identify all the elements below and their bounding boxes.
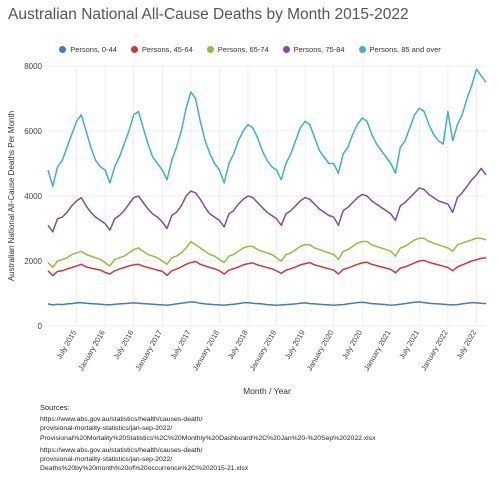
series-line	[47, 301, 487, 306]
legend-item: Persons, 65-74	[206, 45, 269, 54]
x-tick-label: January 2016	[76, 329, 107, 373]
series-line	[47, 237, 487, 269]
legend-label: Persons, 85 and over	[369, 45, 441, 54]
y-tick-label: 8000	[24, 62, 42, 71]
sources-block: Sources: https://www.abs.gov.au/statisti…	[40, 403, 376, 473]
x-tick-label: July 2019	[283, 329, 307, 361]
source-line: provisional-mortality-statistics/jan-sep…	[40, 425, 173, 433]
x-axis-label: Month / Year	[243, 386, 291, 396]
y-tick-label: 4000	[24, 192, 42, 201]
x-tick-label: July 2021	[397, 329, 421, 361]
y-tick-label: 6000	[24, 127, 42, 136]
x-tick-label: January 2019	[248, 329, 279, 373]
legend-marker	[282, 46, 290, 53]
legend-item: Persons, 45-64	[130, 45, 193, 54]
legend-item: Persons, 75-84	[282, 45, 345, 54]
y-tick-label: 0	[38, 322, 43, 331]
x-tick-label: January 2020	[305, 329, 336, 373]
x-tick-label: January 2017	[133, 329, 164, 373]
legend-label: Persons, 0-44	[70, 45, 117, 54]
x-tick-label: January 2022	[419, 329, 450, 373]
source-line: https://www.abs.gov.au/statistics/health…	[40, 416, 203, 424]
legend-marker	[206, 46, 214, 53]
chart-legend: Persons, 0-44 Persons, 45-64 Persons, 65-7…	[0, 45, 500, 54]
y-axis-label: Australian National All-Cause Deaths Per…	[7, 111, 16, 281]
chart-title: Australian National All-Cause Deaths by …	[8, 6, 409, 23]
x-tick-label: July 2018	[226, 329, 250, 361]
series-line	[47, 257, 487, 277]
source-line: provisional-mortality-statistics/jan-sep…	[40, 456, 173, 464]
x-tick-label: July 2015	[54, 329, 78, 361]
legend-marker	[358, 46, 366, 53]
series-line	[47, 167, 487, 233]
legend-marker	[130, 46, 138, 53]
series-line	[47, 68, 487, 188]
source-line: https://www.abs.gov.au/statistics/health…	[40, 446, 203, 454]
x-tick-label: January 2018	[191, 329, 222, 373]
legend-label: Persons, 75-84	[293, 45, 345, 54]
legend-item: Persons, 0-44	[59, 45, 117, 54]
x-tick-label: July 2016	[112, 329, 136, 361]
x-tick-label: July 2022	[454, 329, 478, 361]
x-tick-label: January 2021	[362, 329, 393, 373]
sources-heading: Sources:	[40, 403, 70, 412]
legend-marker	[59, 46, 67, 53]
x-tick-label: July 2017	[169, 329, 193, 361]
legend-item: Persons, 85 and over	[358, 45, 441, 54]
legend-label: Persons, 65-74	[217, 45, 269, 54]
legend-label: Persons, 45-64	[141, 45, 193, 54]
y-tick-label: 2000	[24, 257, 42, 266]
source-line: Provisional%20Mortality%20Statistics%2C%…	[40, 434, 376, 442]
source-line: Deaths%20by%20month%20of%20occurrence%2C…	[40, 465, 249, 473]
x-tick-label: July 2020	[340, 329, 364, 361]
